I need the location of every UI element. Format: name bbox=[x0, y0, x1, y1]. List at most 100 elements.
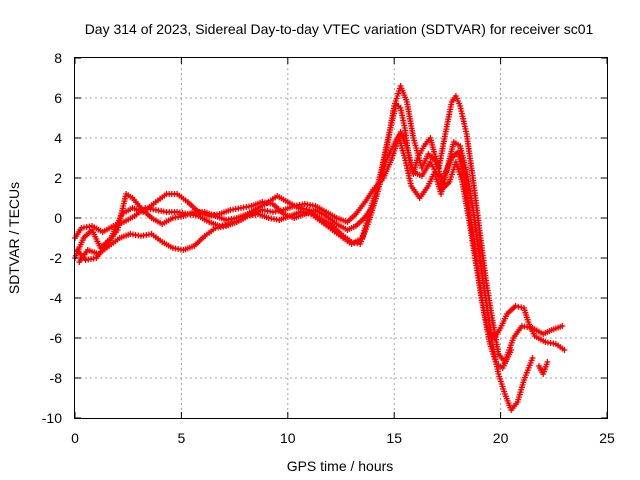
data-point bbox=[459, 144, 462, 148]
data-point bbox=[154, 200, 158, 204]
data-point bbox=[427, 152, 430, 156]
data-point bbox=[144, 206, 147, 210]
data-point bbox=[129, 232, 132, 236]
data-point bbox=[276, 194, 279, 198]
data-point bbox=[299, 210, 302, 214]
data-point bbox=[516, 400, 519, 404]
data-point bbox=[459, 104, 462, 108]
data-point bbox=[448, 180, 451, 184]
data-point bbox=[118, 236, 121, 240]
series-track-1 bbox=[72, 93, 566, 365]
data-point bbox=[310, 212, 313, 216]
data-point bbox=[554, 342, 558, 346]
data-point bbox=[454, 160, 458, 164]
x-tick-label: 5 bbox=[178, 430, 186, 446]
x-tick-label: 20 bbox=[493, 430, 509, 446]
data-point bbox=[112, 224, 115, 228]
data-point bbox=[471, 206, 475, 210]
y-axis-label: SDTVAR / TECUs bbox=[6, 182, 22, 294]
data-point bbox=[86, 248, 90, 252]
data-point bbox=[499, 326, 502, 330]
data-point bbox=[350, 242, 353, 246]
data-point bbox=[182, 248, 185, 252]
data-point bbox=[139, 234, 143, 238]
data-point bbox=[456, 150, 460, 154]
data-point bbox=[329, 222, 332, 226]
data-point bbox=[229, 208, 232, 212]
data-point bbox=[95, 256, 98, 260]
data-point bbox=[361, 236, 364, 240]
data-point bbox=[450, 156, 453, 160]
data-point bbox=[561, 324, 564, 328]
data-point bbox=[563, 348, 566, 352]
data-point bbox=[386, 140, 389, 144]
data-point bbox=[497, 372, 500, 376]
data-series bbox=[72, 83, 568, 413]
data-point bbox=[359, 242, 362, 246]
data-point bbox=[399, 84, 402, 88]
data-point bbox=[171, 246, 175, 250]
y-tick-label: 6 bbox=[54, 90, 62, 106]
data-point bbox=[101, 230, 104, 234]
x-tick-label: 0 bbox=[71, 430, 79, 446]
data-point bbox=[422, 144, 426, 148]
data-point bbox=[452, 140, 455, 144]
y-tick-label: 4 bbox=[54, 130, 62, 146]
data-point bbox=[150, 216, 153, 220]
data-point bbox=[271, 210, 275, 214]
data-point bbox=[435, 160, 438, 164]
data-point bbox=[271, 202, 275, 206]
data-point bbox=[482, 308, 485, 312]
data-point bbox=[503, 392, 507, 396]
data-point bbox=[288, 214, 292, 218]
data-point bbox=[510, 348, 513, 352]
data-point bbox=[510, 408, 513, 412]
data-point bbox=[122, 220, 126, 224]
data-point bbox=[324, 210, 328, 214]
data-point bbox=[478, 226, 481, 230]
data-point bbox=[354, 224, 358, 228]
data-point bbox=[84, 258, 87, 262]
data-point bbox=[469, 220, 472, 224]
data-point bbox=[399, 106, 402, 110]
data-point bbox=[267, 216, 270, 220]
data-point bbox=[193, 244, 196, 248]
data-point bbox=[175, 192, 179, 196]
series-track-3 bbox=[76, 83, 568, 353]
data-point bbox=[331, 228, 334, 232]
data-point bbox=[369, 206, 372, 210]
data-point bbox=[382, 176, 385, 180]
data-point bbox=[420, 166, 424, 170]
data-point bbox=[131, 196, 134, 200]
plot-frame bbox=[74, 57, 608, 419]
data-point bbox=[97, 252, 100, 256]
data-point bbox=[267, 200, 270, 204]
y-tick-label: -6 bbox=[50, 330, 63, 346]
data-point bbox=[78, 260, 81, 264]
data-point bbox=[444, 132, 447, 136]
data-point bbox=[405, 146, 409, 150]
data-point bbox=[165, 192, 168, 196]
data-point bbox=[412, 136, 415, 140]
data-point bbox=[124, 192, 128, 196]
data-point bbox=[335, 222, 338, 226]
data-point bbox=[171, 216, 175, 220]
data-point bbox=[363, 216, 366, 220]
data-point bbox=[533, 334, 536, 338]
y-tick-label: -8 bbox=[50, 370, 63, 386]
x-axis-label: GPS time / hours bbox=[287, 458, 394, 474]
data-point bbox=[324, 214, 328, 218]
data-point bbox=[393, 104, 396, 108]
y-tick-labels: -10 -8 -6 -4 -2 0 2 4 6 8 bbox=[42, 50, 62, 426]
data-point bbox=[218, 224, 221, 228]
data-point bbox=[293, 204, 296, 208]
y-tick-label: -4 bbox=[50, 290, 63, 306]
data-point bbox=[493, 336, 496, 340]
data-point bbox=[501, 366, 504, 370]
data-point bbox=[175, 210, 179, 214]
data-point bbox=[239, 218, 243, 222]
data-point bbox=[90, 228, 94, 232]
data-point bbox=[418, 196, 421, 200]
data-point bbox=[542, 332, 545, 336]
